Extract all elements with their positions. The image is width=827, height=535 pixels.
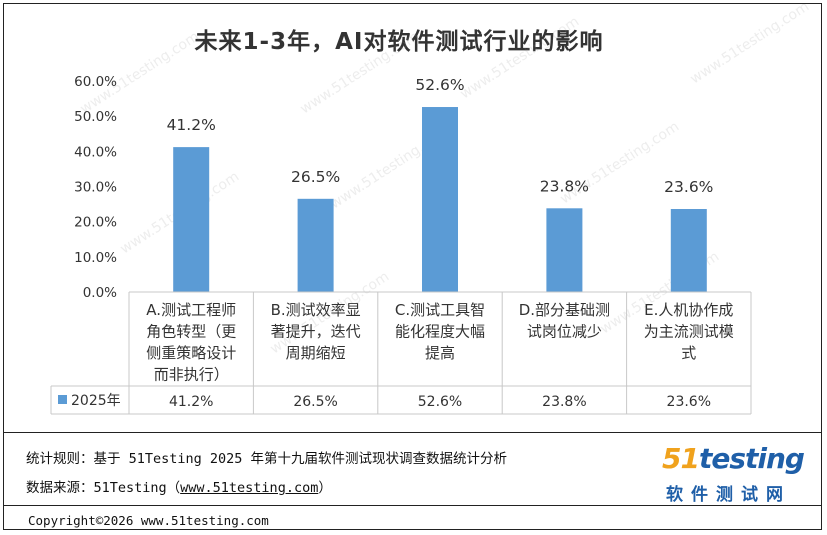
y-tick-label: 0.0%	[83, 285, 117, 301]
category-label: B.测试效率显	[271, 301, 361, 319]
watermark-6: www.51testing.com	[687, 4, 812, 87]
bar-value-label: 23.6%	[664, 178, 713, 196]
chart-area: 未来1-3年，AI对软件测试行业的影响 www.51testing.com www…	[4, 4, 821, 431]
bar-c	[422, 107, 458, 292]
chart-title: 未来1-3年，AI对软件测试行业的影响	[194, 29, 604, 55]
data-source: 数据来源：51Testing（www.51testing.com）	[26, 476, 332, 496]
bar-value-label: 26.5%	[291, 168, 340, 186]
y-tick-label: 20.0%	[74, 215, 117, 231]
bar-value-label: 41.2%	[167, 116, 216, 134]
category-label: 而非执行）	[154, 366, 229, 384]
category-label: C.测试工具智	[395, 301, 485, 319]
data-source-suffix: ）	[318, 480, 332, 496]
watermark-2: www.51testing.com	[457, 14, 582, 103]
logo-subtitle: 软件测试网	[666, 485, 791, 505]
report-frame: 未来1-3年，AI对软件测试行业的影响 www.51testing.com www…	[3, 3, 822, 530]
legend-series-name: 2025年	[71, 393, 121, 409]
y-tick-label: 10.0%	[74, 250, 117, 266]
category-label: 能化程度大幅	[395, 323, 485, 341]
logo-number: 51	[662, 442, 700, 475]
bar-value-label: 52.6%	[415, 76, 464, 94]
y-tick-label: 60.0%	[74, 74, 117, 90]
bar-a	[173, 147, 210, 292]
bar-e	[670, 209, 707, 292]
statistics-rule: 统计规则：基于 51Testing 2025 年第十九届软件测试现状调查数据统计…	[26, 451, 508, 467]
category-label: 提高	[425, 344, 455, 362]
logo-word: testing	[698, 442, 805, 475]
logo-wordmark: 51testing	[662, 442, 805, 475]
category-label: A.测试工程师	[146, 301, 236, 319]
bar-b	[297, 198, 334, 292]
table-value-cell: 23.8%	[542, 394, 586, 410]
footer-divider	[4, 505, 821, 506]
category-label: D.部分基础测	[519, 301, 610, 319]
watermark-0: www.51testing.com	[77, 29, 202, 118]
category-label: 试岗位减少	[527, 323, 602, 341]
category-label: 周期缩短	[286, 344, 346, 362]
category-label: 著提升，迭代	[271, 323, 361, 341]
table-value-cell: 26.5%	[293, 394, 337, 410]
data-source-prefix: 数据来源：51Testing（	[26, 480, 181, 496]
table-value-cell: 23.6%	[667, 394, 711, 410]
watermark-1: www.51testing.com	[297, 29, 422, 118]
y-tick-label: 30.0%	[74, 180, 117, 196]
51testing-logo: 51testing 软件测试网	[662, 442, 812, 505]
copyright-text: Copyright©2026 www.51testing.com	[28, 513, 269, 528]
notes-divider	[4, 432, 821, 433]
data-source-link[interactable]: www.51testing.com	[180, 480, 319, 496]
category-label: 为主流测试模	[644, 323, 734, 341]
y-tick-label: 50.0%	[74, 109, 117, 125]
category-label: 侧重策略设计	[146, 344, 236, 362]
legend-swatch	[58, 395, 67, 404]
y-tick-label: 40.0%	[74, 144, 117, 160]
table-value-cell: 41.2%	[169, 394, 213, 410]
category-label: E.人机协作成	[644, 301, 733, 319]
bar-value-label: 23.8%	[540, 177, 589, 195]
bar-chart: www.51testing.com www.51testing.com www.51…	[50, 4, 812, 415]
category-label: 式	[681, 344, 696, 362]
category-label: 角色转型（更	[146, 323, 236, 341]
bar-d	[546, 208, 583, 292]
table-value-cell: 52.6%	[418, 394, 462, 410]
